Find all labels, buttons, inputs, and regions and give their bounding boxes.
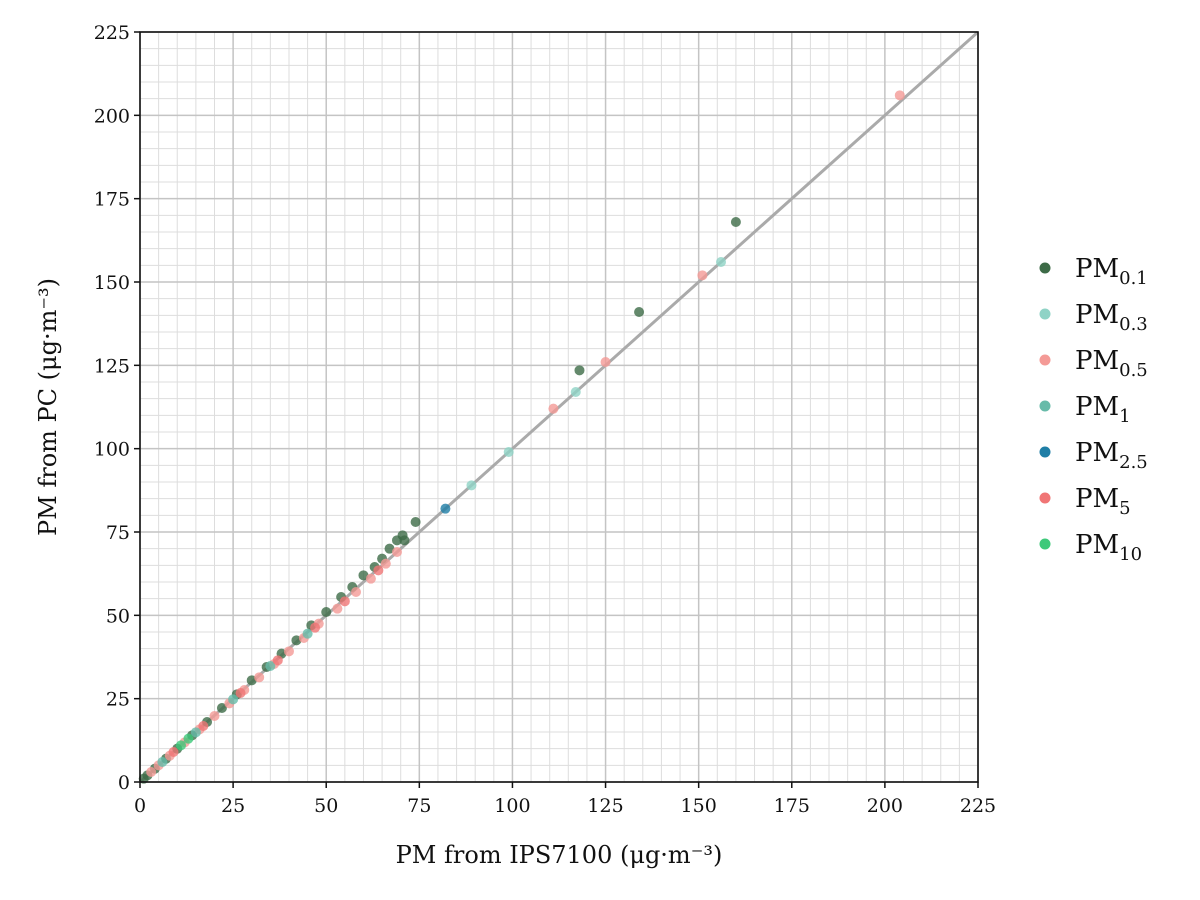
data-point [894, 90, 905, 101]
legend-marker [1039, 492, 1051, 504]
legend-item: PM10 [1039, 530, 1142, 565]
y-tick-label: 225 [94, 22, 130, 44]
data-point [190, 727, 201, 738]
y-tick-label: 25 [106, 689, 130, 711]
legend-item: PM0.5 [1039, 346, 1148, 381]
data-point [339, 596, 350, 607]
y-tick-label: 0 [118, 772, 130, 794]
legend-item: PM2.5 [1039, 438, 1148, 473]
y-tick-label: 200 [94, 105, 130, 127]
legend-label: PM0.5 [1075, 346, 1148, 381]
data-point [216, 703, 227, 713]
data-point [235, 688, 246, 698]
y-tick-label: 125 [94, 355, 130, 377]
legend-label: PM2.5 [1075, 438, 1148, 473]
legend-marker [1039, 400, 1051, 412]
data-point [302, 628, 313, 639]
data-point [391, 547, 402, 557]
legend-item: PM5 [1039, 484, 1131, 519]
data-point [574, 365, 585, 376]
data-point [332, 603, 343, 614]
x-tick-label: 150 [681, 795, 717, 817]
y-tick-label: 75 [106, 522, 130, 544]
legend-label: PM0.1 [1075, 254, 1148, 289]
data-point [146, 767, 157, 777]
data-point [697, 270, 708, 281]
data-point [503, 447, 514, 457]
axis-ticks [134, 31, 979, 788]
data-point [600, 357, 611, 367]
x-tick-label: 0 [134, 795, 146, 817]
data-point [391, 535, 402, 546]
data-point [265, 661, 276, 671]
data-point [321, 607, 332, 617]
legend-label: PM10 [1075, 530, 1142, 565]
legend-label: PM1 [1075, 392, 1131, 427]
y-axis-title: PM from PC (μg·m⁻³) [34, 278, 62, 536]
data-point [365, 573, 376, 584]
x-axis-title: PM from IPS7100 (μg·m⁻³) [396, 841, 723, 869]
data-point [358, 570, 369, 581]
data-point [570, 387, 581, 397]
plot-frame [139, 31, 979, 783]
data-point [466, 480, 477, 491]
data-points [138, 90, 905, 784]
data-point [198, 721, 209, 731]
y-tick-label: 175 [94, 189, 130, 211]
data-point [548, 403, 559, 414]
data-point [209, 711, 220, 721]
x-tick-label: 175 [774, 795, 810, 817]
x-tick-label: 100 [494, 795, 530, 817]
x-tick-label: 75 [407, 795, 431, 817]
y-tick-label: 50 [106, 605, 130, 627]
legend: PM0.1 PM0.3 PM0.5 PM1 PM2.5 PM5 PM10 [1039, 254, 1148, 565]
legend-marker [1039, 262, 1051, 274]
data-point [254, 672, 265, 683]
x-tick-label: 25 [221, 795, 245, 817]
data-point [228, 694, 239, 705]
data-point [310, 622, 321, 633]
legend-label: PM5 [1075, 484, 1131, 519]
legend-label: PM0.3 [1075, 300, 1148, 335]
x-tick-label: 125 [587, 795, 623, 817]
data-point [440, 503, 451, 514]
data-point [399, 535, 410, 546]
data-point [716, 257, 727, 267]
data-point [730, 217, 741, 227]
data-point [634, 307, 645, 317]
tick-labels: 0 25 50 75 100 125 150 175 200 225 0 25 50 75 100 125 15… [94, 22, 996, 817]
data-point [183, 733, 194, 744]
legend-item: PM0.3 [1039, 300, 1148, 335]
x-tick-label: 225 [960, 795, 996, 817]
data-point [272, 655, 283, 666]
legend-item: PM0.1 [1039, 254, 1148, 289]
data-point [410, 517, 421, 527]
y-tick-label: 150 [94, 272, 130, 294]
data-point [373, 565, 384, 576]
legend-marker [1039, 446, 1051, 458]
data-point [138, 773, 149, 784]
data-point [384, 543, 395, 554]
data-point [175, 740, 186, 751]
x-tick-label: 50 [314, 795, 338, 817]
data-point [351, 587, 362, 597]
legend-marker [1039, 538, 1051, 550]
data-point [283, 646, 294, 657]
legend-item: PM1 [1039, 392, 1131, 427]
data-point [168, 747, 179, 757]
legend-marker [1039, 308, 1051, 320]
legend-marker [1039, 354, 1051, 366]
data-point [380, 558, 391, 569]
y-tick-label: 100 [94, 439, 130, 461]
x-tick-label: 200 [867, 795, 903, 817]
data-point [157, 757, 168, 767]
